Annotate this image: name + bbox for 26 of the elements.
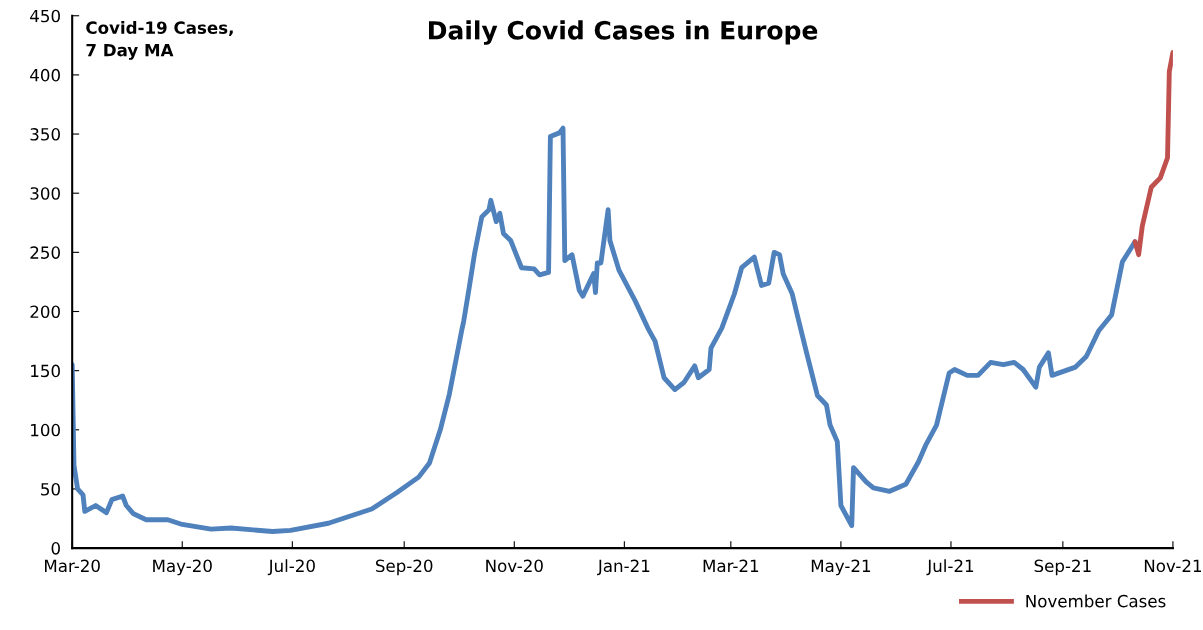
line-series <box>1132 49 1173 258</box>
y-tick-label: 50 <box>41 482 60 496</box>
y-tick-label: 200 <box>30 305 60 319</box>
x-tick-label: Nov-21 <box>1144 559 1202 573</box>
x-tick-label: Jan-21 <box>597 559 650 576</box>
x-tick-label: May-20 <box>153 559 212 576</box>
line-series <box>72 125 1138 534</box>
x-tick-label: Mar-20 <box>45 559 100 573</box>
y-axis-title: Covid-19 Cases, 7 Day MA <box>86 21 233 60</box>
y-tick-label: 0 <box>51 542 60 555</box>
x-tick-label: Jul-21 <box>926 559 974 576</box>
x-tick-label: Mar-21 <box>703 559 759 573</box>
y-tick-label: 400 <box>30 68 60 82</box>
x-tick-label: Nov-20 <box>486 559 543 573</box>
x-tick-label: Sep-20 <box>375 559 433 576</box>
y-tick-label: 450 <box>30 9 60 23</box>
y-tick-label: 350 <box>30 128 60 141</box>
y-tick-label: 100 <box>31 423 60 437</box>
y-tick-label: 150 <box>31 364 60 378</box>
legend-label: November Cases <box>1026 594 1166 608</box>
x-tick-label: May-21 <box>811 559 871 576</box>
x-tick-label: Sep-21 <box>1034 559 1091 576</box>
y-tick-label: 300 <box>30 187 60 200</box>
x-tick-label: Jul-20 <box>267 559 315 576</box>
y-tick-label: 250 <box>30 246 60 259</box>
chart-title: Daily Covid Cases in Europe <box>429 20 818 45</box>
